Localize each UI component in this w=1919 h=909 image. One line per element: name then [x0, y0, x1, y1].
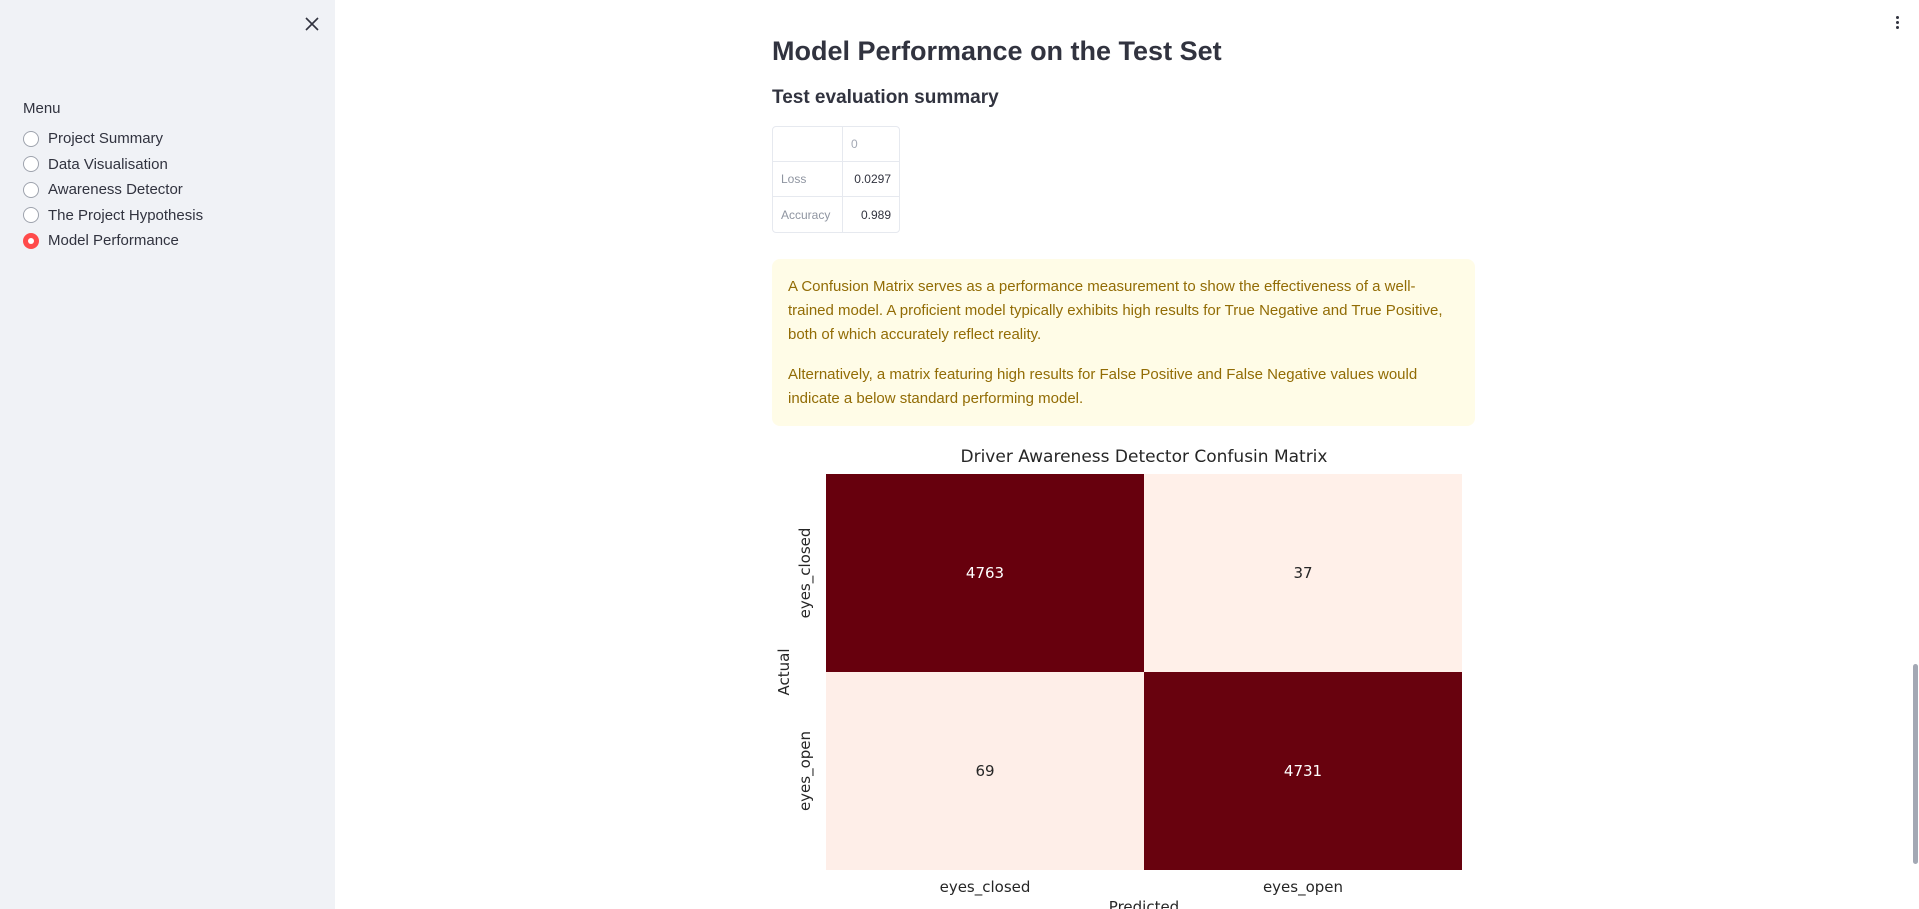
row-header: Accuracy [773, 197, 843, 232]
main-menu-button[interactable] [1889, 12, 1905, 32]
cell-value-label: 37 [1293, 564, 1312, 582]
radio-button[interactable] [23, 130, 39, 147]
nav-option-project-summary[interactable]: Project Summary [23, 126, 203, 152]
section-subheader: Test evaluation summary [772, 87, 999, 108]
radio-button-selected[interactable] [23, 232, 39, 249]
table-header-row: 0 [773, 127, 899, 162]
cell-value-label: 4731 [1284, 762, 1322, 780]
y-axis-label: Actual [775, 649, 793, 696]
row-header: Loss [773, 162, 843, 197]
nav-option-label: Project Summary [48, 130, 164, 148]
nav-option-label: The Project Hypothesis [48, 206, 204, 224]
radio-button[interactable] [23, 156, 39, 173]
y-tick-label: eyes_closed [796, 528, 815, 619]
radio-button[interactable] [23, 207, 39, 224]
radio-button[interactable] [23, 181, 39, 198]
table-row: Loss 0.0297 [773, 162, 899, 197]
x-axis-label: Predicted [1109, 898, 1179, 909]
info-alert-box: A Confusion Matrix serves as a performan… [772, 259, 1475, 426]
cell-value-label: 69 [975, 762, 994, 780]
table-corner-cell [773, 127, 843, 162]
kebab-menu-icon [1895, 15, 1899, 19]
scrollbar[interactable] [1911, 0, 1919, 909]
menu-label: Menu [23, 100, 61, 117]
nav-option-data-visualisation[interactable]: Data Visualisation [23, 152, 203, 178]
info-paragraph: Alternatively, a matrix featuring high r… [788, 366, 1418, 407]
nav-option-project-hypothesis[interactable]: The Project Hypothesis [23, 203, 203, 229]
evaluation-summary-table[interactable]: 0 Loss 0.0297 Accuracy 0.989 [772, 126, 900, 233]
nav-option-label: Data Visualisation [48, 155, 168, 173]
nav-option-label: Awareness Detector [48, 181, 183, 199]
heatmap-cell [826, 474, 1144, 672]
table-cell[interactable]: 0.989 [860, 207, 891, 222]
x-tick-label: eyes_closed [940, 878, 1031, 897]
x-tick-label: eyes_open [1263, 878, 1343, 897]
table-row: Accuracy 0.989 [773, 197, 899, 232]
table-cell[interactable]: 0.0297 [843, 162, 899, 197]
column-header[interactable]: 0 [843, 127, 899, 162]
scrollbar-thumb[interactable] [1913, 664, 1918, 864]
nav-option-label: Model Performance [48, 232, 179, 250]
y-tick-label: eyes_open [796, 731, 815, 811]
close-icon [305, 17, 319, 31]
info-paragraph: A Confusion Matrix serves as a performan… [788, 278, 1443, 343]
heatmap-cell [1144, 672, 1462, 870]
chart-title: Driver Awareness Detector Confusin Matri… [961, 447, 1328, 467]
confusion-matrix-chart: Driver Awareness Detector Confusin Matri… [775, 447, 1462, 909]
page-title: Model Performance on the Test Set [772, 36, 1222, 66]
nav-option-model-performance[interactable]: Model Performance [23, 228, 203, 254]
close-sidebar-button[interactable] [300, 12, 324, 36]
heatmap-cell [1144, 474, 1462, 672]
nav-option-awareness-detector[interactable]: Awareness Detector [23, 177, 203, 203]
heatmap-cell [826, 672, 1144, 870]
navigation-radio-group: Project Summary Data Visualisation Aware… [23, 126, 203, 254]
sidebar: Menu Project Summary Data Visualisation … [0, 0, 335, 909]
cell-value-label: 4763 [966, 564, 1004, 582]
